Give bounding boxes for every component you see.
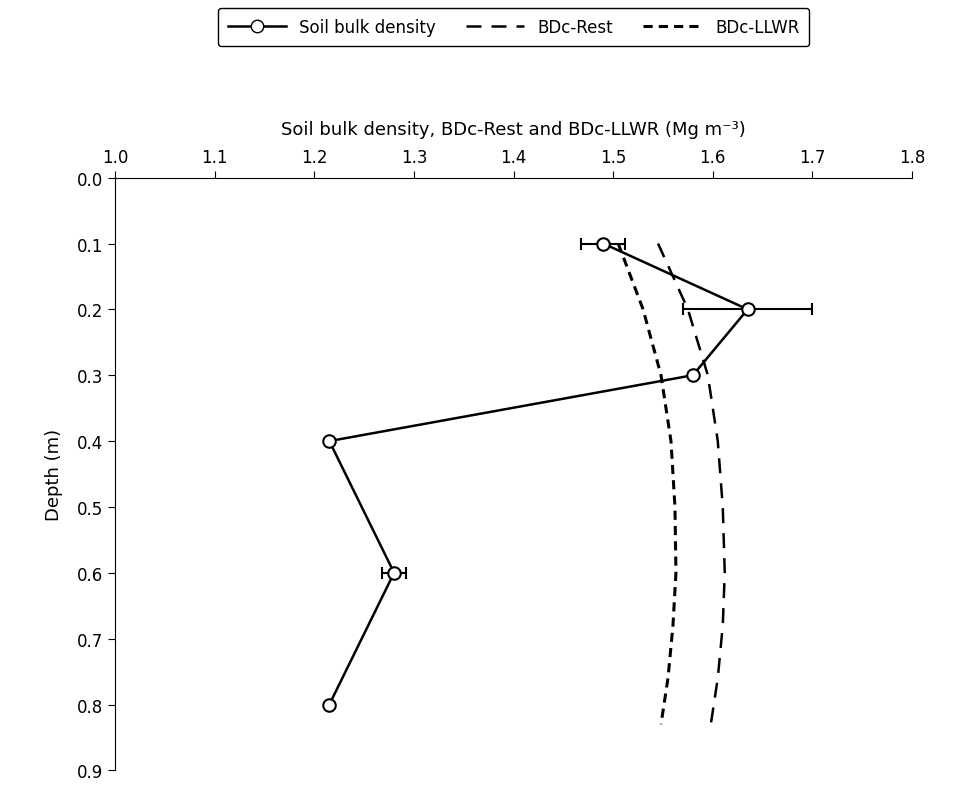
Y-axis label: Depth (m): Depth (m) [45, 428, 63, 521]
X-axis label: Soil bulk density, BDc-Rest and BDc-LLWR (Mg m⁻³): Soil bulk density, BDc-Rest and BDc-LLWR… [281, 121, 746, 139]
Legend: Soil bulk density, BDc-Rest, BDc-LLWR: Soil bulk density, BDc-Rest, BDc-LLWR [218, 9, 809, 47]
